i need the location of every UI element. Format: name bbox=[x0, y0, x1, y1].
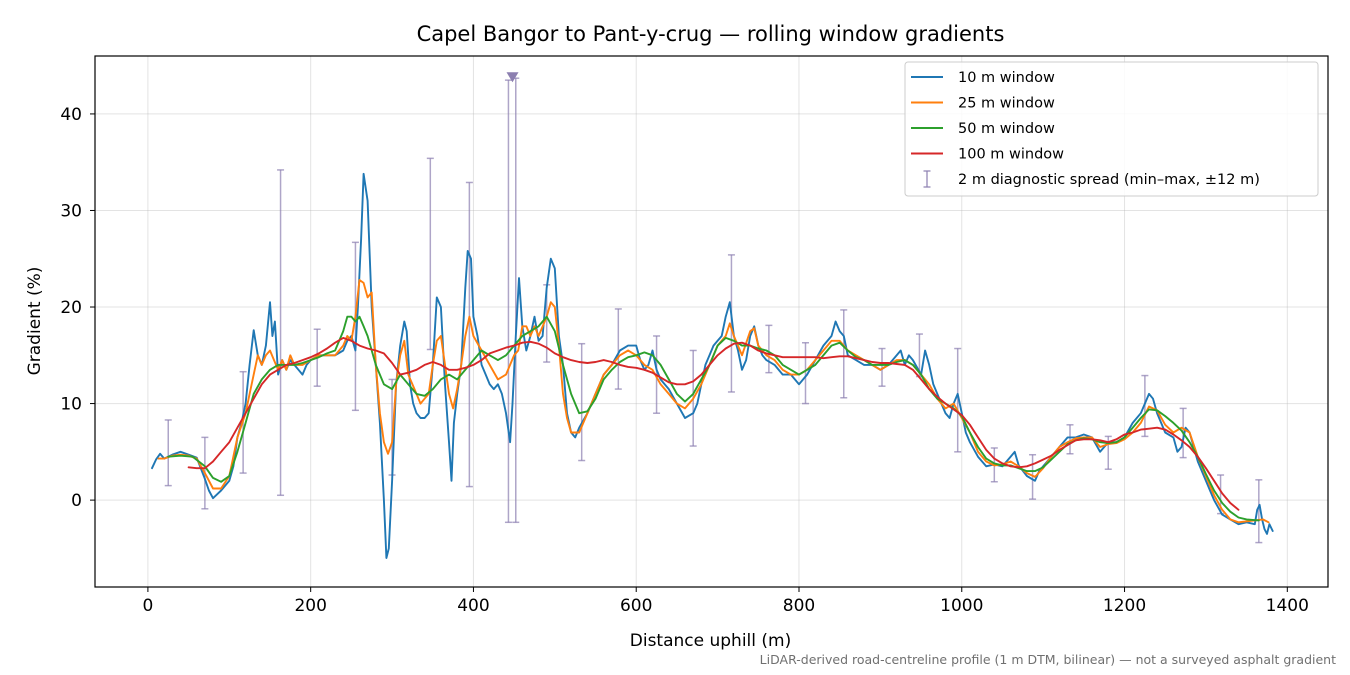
legend-entry: 100 m window bbox=[911, 147, 1064, 163]
x-tick-label: 600 bbox=[620, 596, 652, 616]
diagnostic-spread-bar bbox=[802, 341, 810, 405]
diagnostic-spread-bar bbox=[614, 308, 622, 390]
plot-area bbox=[151, 72, 1274, 559]
legend-label: 10 m window bbox=[958, 70, 1055, 86]
diagnostic-spread-bar bbox=[277, 169, 285, 497]
y-axis-label: Gradient (%) bbox=[25, 267, 45, 376]
markers bbox=[506, 72, 519, 83]
legend-label: 100 m window bbox=[958, 147, 1064, 163]
diagnostic-spread-bar bbox=[164, 419, 172, 487]
x-tick-label: 1200 bbox=[1103, 596, 1146, 616]
y-tick-label: 0 bbox=[71, 491, 82, 511]
y-tick-label: 40 bbox=[60, 105, 82, 125]
diagnostic-spread-bar bbox=[426, 157, 434, 351]
x-tick-label: 200 bbox=[294, 596, 326, 616]
clipped-spread-marker bbox=[506, 72, 519, 83]
diagnostic-spread-bar bbox=[351, 241, 359, 412]
x-axis-ticks: 0 200 400 600 800 1000 1200 1400 bbox=[142, 587, 1309, 616]
legend-entry: 50 m window bbox=[911, 121, 1055, 137]
legend-label: 50 m window bbox=[958, 121, 1055, 137]
diagnostic-spread-bar bbox=[765, 324, 773, 374]
legend-entry: 2 m diagnostic spread (min–max, ±12 m) bbox=[923, 170, 1260, 188]
legend-entry: 25 m window bbox=[911, 96, 1055, 112]
diagnostic-spread-bar bbox=[504, 79, 512, 524]
y-tick-label: 20 bbox=[60, 298, 82, 318]
y-tick-label: 10 bbox=[60, 395, 82, 415]
plot-frame bbox=[94, 55, 1329, 588]
series-lines bbox=[151, 172, 1274, 559]
series-line-4 bbox=[187, 336, 1240, 511]
legend-label: 2 m diagnostic spread (min–max, ±12 m) bbox=[958, 172, 1260, 188]
x-axis-label: Distance uphill (m) bbox=[630, 631, 791, 651]
legend-frame bbox=[904, 61, 1319, 197]
legend: 10 m window 25 m window 50 m window 100 m w… bbox=[904, 61, 1319, 197]
legend-entry: 10 m window bbox=[911, 70, 1055, 86]
diagnostic-spread-bar bbox=[840, 309, 848, 399]
diagnostic-spread-bar bbox=[1255, 479, 1263, 544]
diagnostic-spread-bar bbox=[1029, 453, 1037, 500]
x-tick-label: 1000 bbox=[940, 596, 983, 616]
diagnostic-spread-bar bbox=[954, 347, 962, 453]
diagnostic-spread-bar bbox=[1066, 424, 1074, 455]
legend-label: 25 m window bbox=[958, 96, 1055, 112]
x-tick-label: 800 bbox=[783, 596, 815, 616]
series-line-2 bbox=[157, 279, 1270, 524]
y-axis-ticks: 0 10 20 30 40 bbox=[60, 105, 95, 511]
chart-title: Capel Bangor to Pant-y-crug — rolling wi… bbox=[417, 22, 1005, 46]
y-tick-label: 30 bbox=[60, 201, 82, 221]
footnote: LiDAR-derived road-centreline profile (1… bbox=[760, 652, 1336, 667]
x-tick-label: 400 bbox=[457, 596, 489, 616]
diagnostic-spread-bar bbox=[465, 181, 473, 488]
x-tick-label: 1400 bbox=[1266, 596, 1309, 616]
x-tick-label: 0 bbox=[142, 596, 153, 616]
diagnostic-spread-bar bbox=[878, 347, 886, 387]
